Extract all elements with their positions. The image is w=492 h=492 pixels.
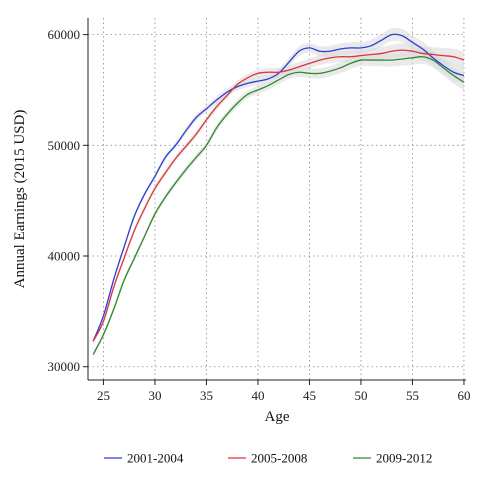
ticks: 25 30 35 40 45 50 55 60 30000 40000 50000 60000 xyxy=(48,27,471,403)
legend-label: 2001-2004 xyxy=(127,451,184,466)
legend-label: 2005-2008 xyxy=(251,451,307,466)
confidence-bands xyxy=(93,27,464,357)
confidence-band-1 xyxy=(93,43,464,344)
x-tick-label: 45 xyxy=(303,388,316,403)
x-axis-title: Age xyxy=(265,409,290,425)
x-tick-label: 50 xyxy=(354,388,367,403)
series-lines xyxy=(92,33,465,355)
legend-item-2001-2004: 2001-2004 xyxy=(104,451,184,466)
x-tick-label: 60 xyxy=(457,388,470,403)
series-line-2005-2008 xyxy=(92,49,465,342)
series-line-2009-2012 xyxy=(92,56,465,355)
confidence-band-2 xyxy=(93,49,464,357)
x-tick-label: 35 xyxy=(200,388,213,403)
y-tick-label: 30000 xyxy=(48,359,81,374)
legend-item-2009-2012: 2009-2012 xyxy=(353,451,432,466)
y-tick-label: 60000 xyxy=(48,27,81,42)
series-line-2001-2004 xyxy=(92,33,465,342)
x-tick-label: 30 xyxy=(148,388,161,403)
legend-label: 2009-2012 xyxy=(376,451,432,466)
x-tick-label: 55 xyxy=(406,388,419,403)
legend: 2001-2004 2005-2008 2009-2012 xyxy=(104,451,432,466)
axes xyxy=(87,18,466,381)
y-tick-label: 40000 xyxy=(48,249,81,264)
x-tick-label: 25 xyxy=(97,388,110,403)
legend-item-2005-2008: 2005-2008 xyxy=(228,451,307,466)
y-tick-label: 50000 xyxy=(48,138,81,153)
x-tick-label: 40 xyxy=(251,388,264,403)
y-axis-title: Annual Earnings (2015 USD) xyxy=(12,110,28,289)
grid-lines xyxy=(88,18,466,380)
